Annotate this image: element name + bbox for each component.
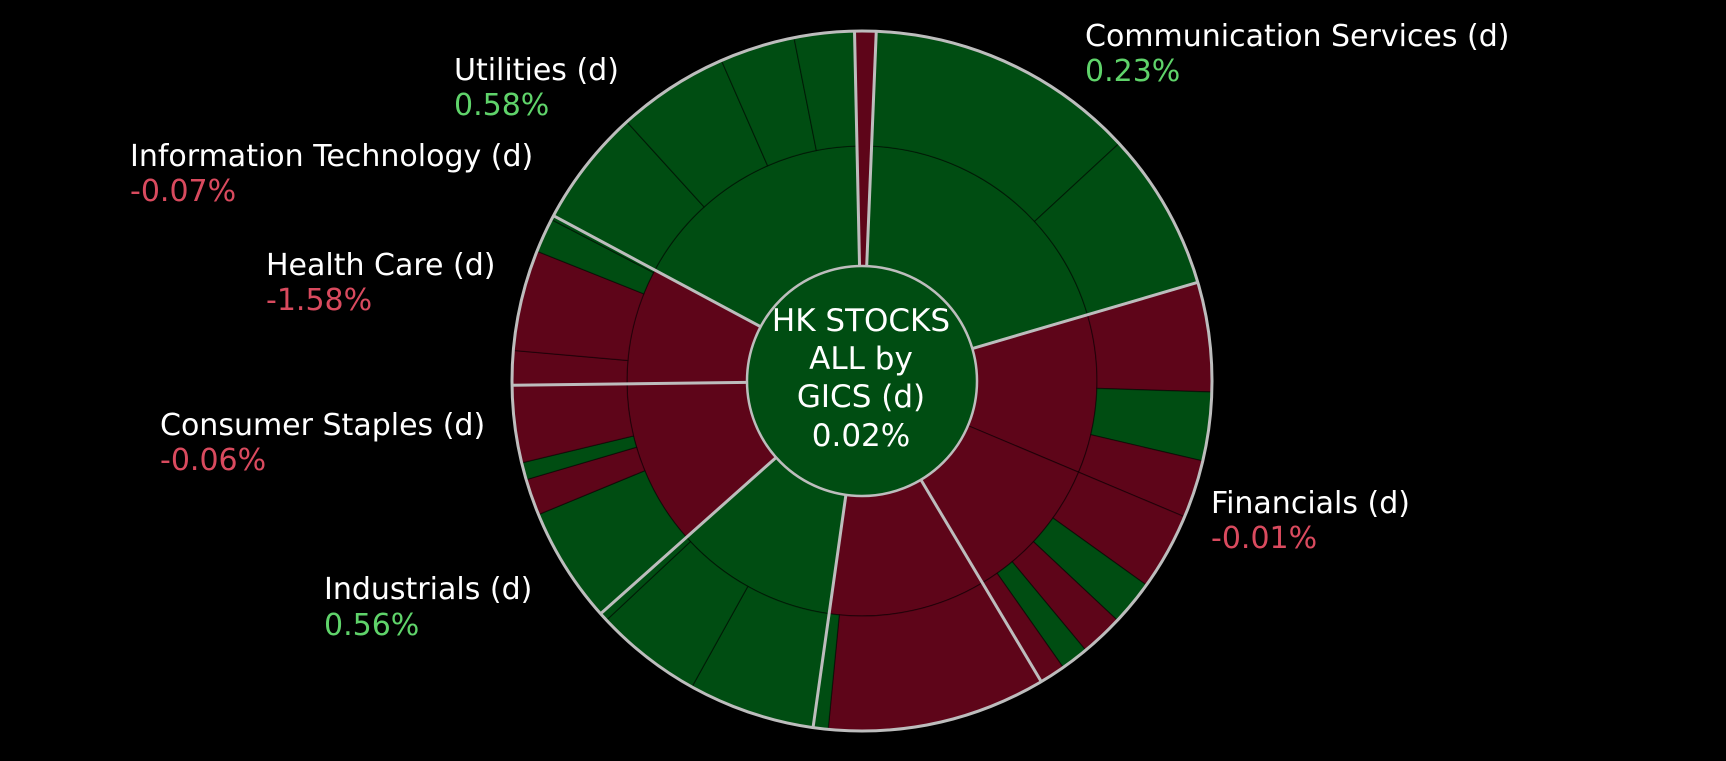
sector-label-industrials[interactable]: Industrials (d) 0.56% xyxy=(324,572,532,643)
sector-name-consumer-staples: Consumer Staples (d) xyxy=(160,408,485,443)
sector-label-utilities[interactable]: Utilities (d) 0.58% xyxy=(454,53,619,123)
sector-value-consumer-staples: -0.06% xyxy=(160,443,266,478)
sector-label-communication-services[interactable]: Communication Services (d) 0.23% xyxy=(1085,19,1509,89)
center-title-line-3: GICS (d) xyxy=(797,379,925,415)
sector-name-industrials: Industrials (d) xyxy=(324,572,532,607)
sector-separator-2 xyxy=(811,494,848,728)
sector-name-information-technology: Information Technology (d) xyxy=(130,139,533,174)
sector-name-financials: Financials (d) xyxy=(1211,486,1410,521)
sector-value-utilities: 0.58% xyxy=(454,88,549,123)
sector-value-health-care: -1.58% xyxy=(266,283,372,318)
outer-border-ring xyxy=(510,29,1214,733)
sector-name-utilities: Utilities (d) xyxy=(454,53,619,88)
sector-separator-1 xyxy=(919,479,1043,683)
sector-separators xyxy=(512,31,1199,728)
sector-separator-3 xyxy=(599,456,778,615)
sector-label-health-care[interactable]: Health Care (d) -1.58% xyxy=(266,248,496,318)
center-value: 0.02% xyxy=(812,418,910,454)
sector-value-financials: -0.01% xyxy=(1211,521,1317,556)
sector-value-industrials: 0.56% xyxy=(324,608,419,643)
sector-separator-5 xyxy=(552,214,762,329)
center-disc[interactable] xyxy=(745,264,979,498)
sector-value-communication-services: 0.23% xyxy=(1085,54,1180,89)
sector-label-consumer-staples[interactable]: Consumer Staples (d) -0.06% xyxy=(160,408,485,478)
sector-name-communication-services: Communication Services (d) xyxy=(1085,19,1509,54)
center-title-line-2: ALL by xyxy=(809,341,913,377)
sector-separator-6 xyxy=(853,31,862,267)
sector-label-financials[interactable]: Financials (d) -0.01% xyxy=(1211,486,1410,556)
sector-separator-4 xyxy=(512,380,748,387)
sector-value-information-technology: -0.07% xyxy=(130,174,236,209)
sector-separator-trailing xyxy=(865,31,878,267)
sector-name-health-care: Health Care (d) xyxy=(266,248,496,283)
center-title-line-1: HK STOCKS xyxy=(772,303,950,339)
sector-separator-0 xyxy=(971,280,1199,351)
sector-label-information-technology[interactable]: Information Technology (d) -0.07% xyxy=(130,139,533,209)
